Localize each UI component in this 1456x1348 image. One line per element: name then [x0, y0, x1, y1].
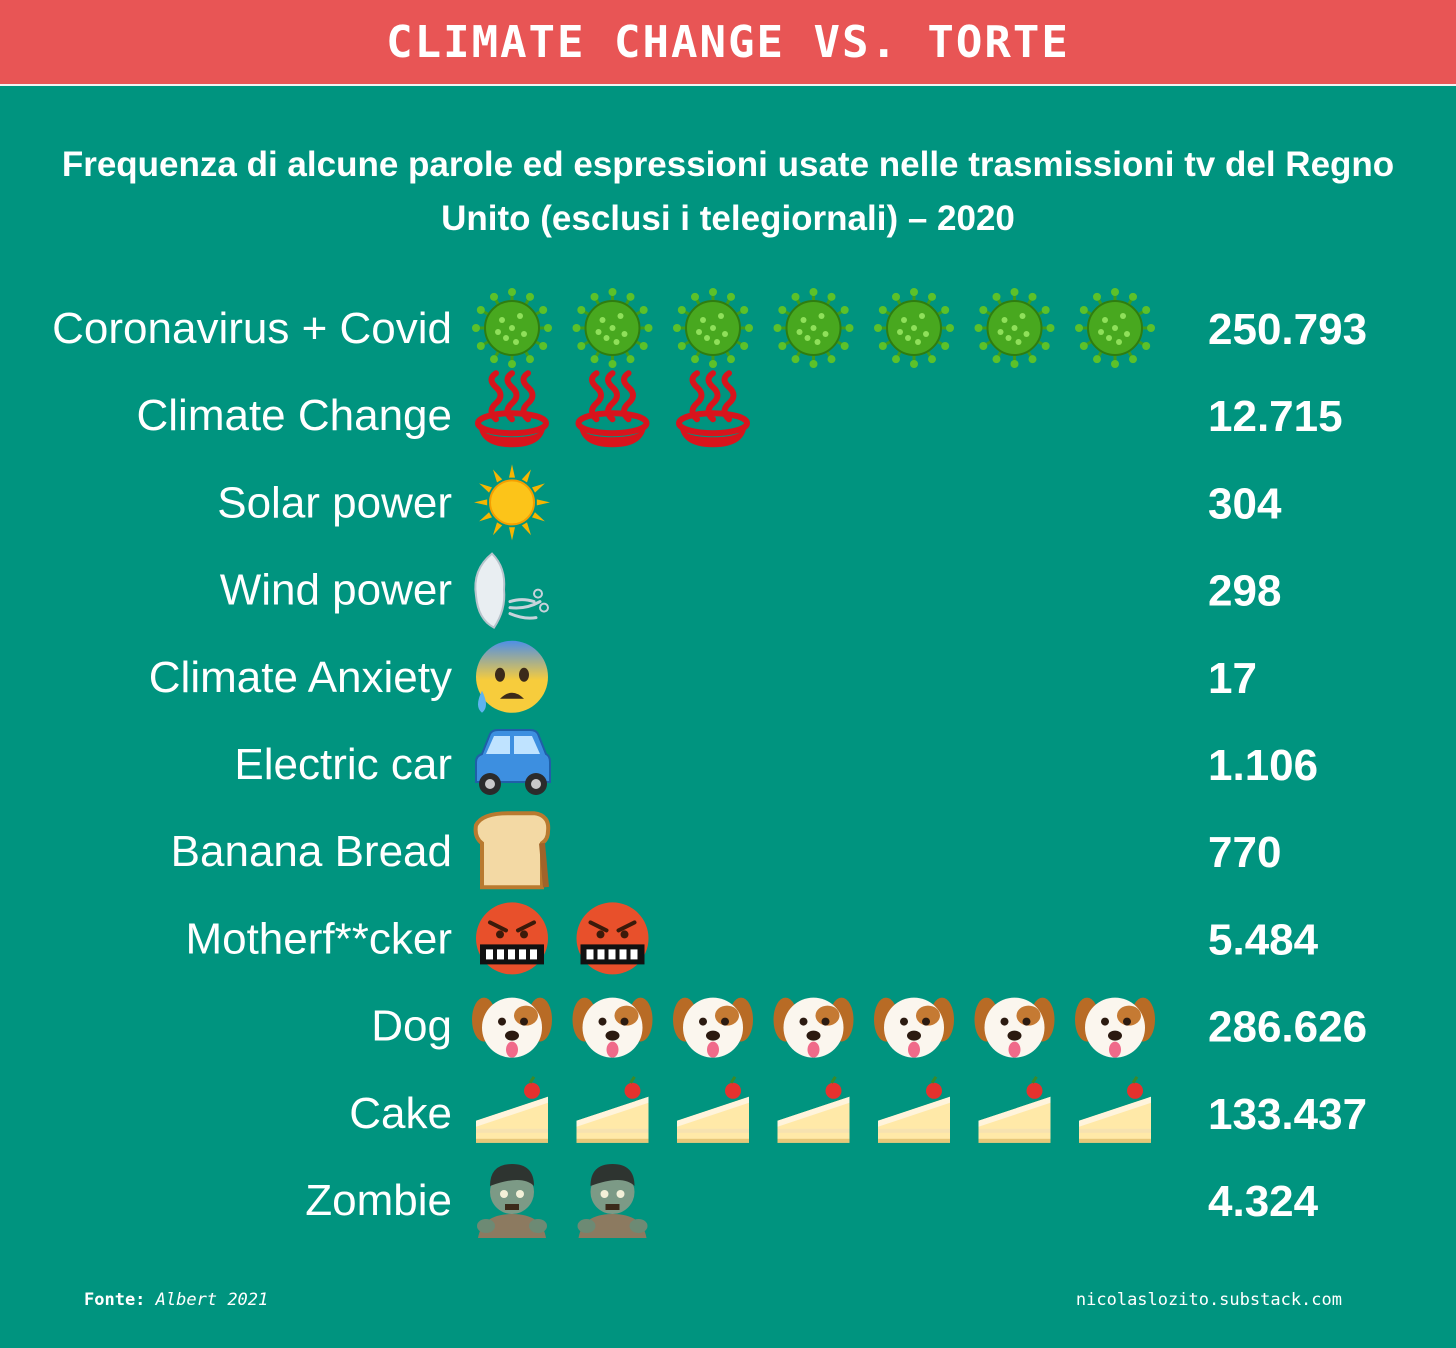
virus-icon [874, 288, 954, 368]
dog-face-icon [472, 997, 552, 1058]
chart-row: Coronavirus + Covid 250.793 [52, 288, 1367, 368]
cake-slice-icon [476, 1075, 548, 1143]
cursing-face-icon [576, 902, 649, 975]
source-value: Albert 2021 [155, 1290, 269, 1310]
anxious-face-icon [476, 640, 548, 713]
row-value: 250.793 [1208, 305, 1367, 354]
banner-title: CLIMATE CHANGE VS. TORTE [386, 16, 1070, 68]
zombie-icon [477, 1164, 547, 1238]
dog-face-icon [572, 997, 653, 1058]
chart-row: Cake 133.437 [349, 1075, 1367, 1143]
row-value: 5.484 [1208, 915, 1319, 964]
hot-springs-icon [475, 370, 549, 448]
row-value: 133.437 [1208, 1090, 1367, 1139]
row-label: Electric car [234, 740, 452, 789]
chart-row: Electric car 1.106 [234, 729, 1318, 795]
chart-row: Wind power 298 [220, 552, 1281, 629]
row-value: 1.106 [1208, 741, 1318, 790]
car-icon [475, 729, 551, 795]
row-value: 12.715 [1208, 392, 1343, 441]
virus-icon [974, 288, 1055, 368]
chart-row: Zombie 4.324 [305, 1164, 1319, 1238]
title-banner: CLIMATE CHANGE VS. TORTE [0, 0, 1456, 86]
chart-row: Dog 286.626 [371, 997, 1367, 1058]
virus-icon [1075, 288, 1155, 368]
row-value: 4.324 [1208, 1177, 1319, 1226]
dog-face-icon [1075, 997, 1155, 1058]
hot-springs-icon [575, 370, 650, 448]
row-label: Cake [349, 1089, 452, 1138]
cake-slice-icon [576, 1075, 649, 1143]
row-label: Climate Change [137, 391, 453, 440]
row-value: 17 [1208, 654, 1257, 703]
row-value: 298 [1208, 567, 1281, 616]
wind-face-icon [474, 552, 549, 629]
bread-icon [473, 811, 551, 890]
dog-face-icon [974, 997, 1055, 1058]
row-label: Climate Anxiety [149, 653, 452, 702]
zombie-icon [577, 1164, 648, 1238]
source-note: Fonte: Albert 2021 [84, 1290, 268, 1310]
sun-icon [474, 464, 550, 541]
chart-row: Climate Change 12.715 [137, 370, 1343, 448]
dog-face-icon [874, 997, 954, 1058]
source-label: Fonte: [84, 1290, 146, 1310]
row-label: Coronavirus + Covid [52, 304, 452, 353]
virus-icon [472, 288, 552, 368]
cake-slice-icon [1079, 1075, 1151, 1143]
credit-text: nicolaslozito.substack.com [1075, 1290, 1342, 1310]
dog-face-icon [773, 997, 854, 1058]
row-value: 304 [1208, 479, 1282, 528]
virus-icon [773, 288, 854, 368]
row-label: Banana Bread [171, 827, 452, 876]
cake-slice-icon [978, 1075, 1051, 1143]
chart-row: Climate Anxiety 17 [149, 640, 1257, 713]
chart-row: Banana Bread 770 [171, 811, 1281, 890]
row-label: Solar power [217, 478, 452, 527]
row-label: Motherf**cker [185, 914, 452, 963]
dog-face-icon [673, 997, 753, 1058]
chart-row: Solar power 304 [217, 464, 1282, 541]
cake-slice-icon [677, 1075, 749, 1143]
hot-springs-icon [676, 370, 750, 448]
virus-icon [673, 288, 753, 368]
row-value: 286.626 [1208, 1003, 1367, 1052]
row-label: Zombie [305, 1176, 452, 1225]
cake-slice-icon [878, 1075, 950, 1143]
cake-slice-icon [777, 1075, 850, 1143]
chart-title: Frequenza di alcune parole ed espression… [61, 145, 1395, 238]
row-label: Wind power [220, 566, 452, 615]
row-value: 770 [1208, 828, 1281, 877]
cursing-face-icon [476, 902, 548, 975]
chart-row: Motherf**cker 5.484 [185, 902, 1319, 975]
virus-icon [572, 288, 653, 368]
row-label: Dog [371, 1002, 452, 1051]
